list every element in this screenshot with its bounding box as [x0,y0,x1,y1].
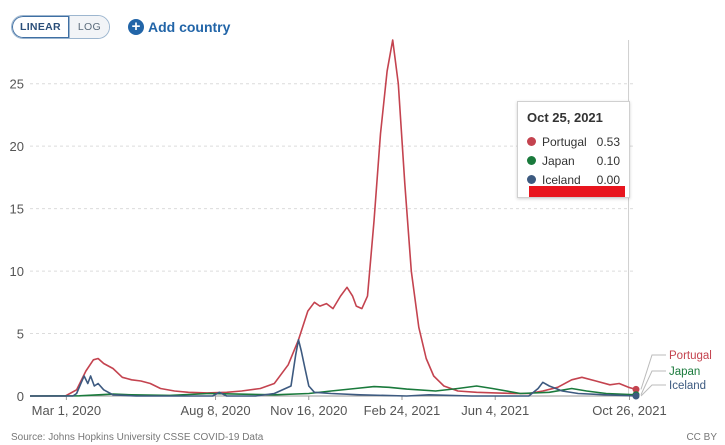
series-end-dot-iceland [632,392,640,400]
tooltip-value: 0.53 [596,134,620,149]
tooltip-name: Iceland [542,172,581,187]
series-label-japan: Japan [669,366,700,378]
series-label-connector [640,370,666,395]
tooltip-dot-japan [527,156,536,165]
x-tick-label: Nov 16, 2020 [270,403,347,418]
tooltip-row: Japan 0.10 [527,151,620,170]
tooltip-dot-portugal [527,137,536,146]
y-tick-label: 10 [10,264,24,279]
tooltip-row: Iceland 0.00 [527,170,620,189]
redaction-bar [529,186,625,197]
series-label-portugal: Portugal [669,350,712,362]
toolbar: LINEAR LOG + Add country [11,15,230,39]
series-line-portugal [30,39,637,397]
series-label-connector [640,354,666,390]
x-tick-label: Jun 4, 2021 [461,403,529,418]
license-link[interactable]: CC BY [686,432,717,443]
x-tick-label: Aug 8, 2020 [180,403,250,418]
tooltip-dot-iceland [527,175,536,184]
source-note: Source: Johns Hopkins University CSSE CO… [11,432,264,443]
y-tick-label: 0 [17,389,24,404]
series-label-connector [640,384,666,397]
y-tick-label: 20 [10,139,24,154]
scale-toggle: LINEAR LOG [11,15,110,39]
add-country-label: Add country [147,19,231,35]
y-tick-label: 5 [17,327,24,342]
tooltip-value: 0.10 [596,153,620,168]
chart-tooltip: Oct 25, 2021 Portugal 0.53 Japan 0.10 Ic… [517,101,630,198]
x-tick-label: Feb 24, 2021 [364,403,441,418]
series-end-dot-portugal [632,385,640,393]
y-tick-label: 15 [10,202,24,217]
x-tick-label: Oct 26, 2021 [592,403,666,418]
series-label-iceland: Iceland [669,380,706,392]
log-button[interactable]: LOG [69,16,109,38]
y-tick-label: 25 [10,77,24,92]
linear-button[interactable]: LINEAR [12,16,70,38]
tooltip-date: Oct 25, 2021 [527,110,603,125]
tooltip-name: Portugal [542,134,587,149]
add-country-button[interactable]: + Add country [127,19,231,35]
series-line-iceland [30,339,637,397]
tooltip-name: Japan [542,153,575,168]
x-tick-label: Mar 1, 2020 [32,403,101,418]
tooltip-value: 0.00 [596,172,620,187]
plus-circle-icon: + [127,19,144,35]
tooltip-row: Portugal 0.53 [527,132,620,151]
